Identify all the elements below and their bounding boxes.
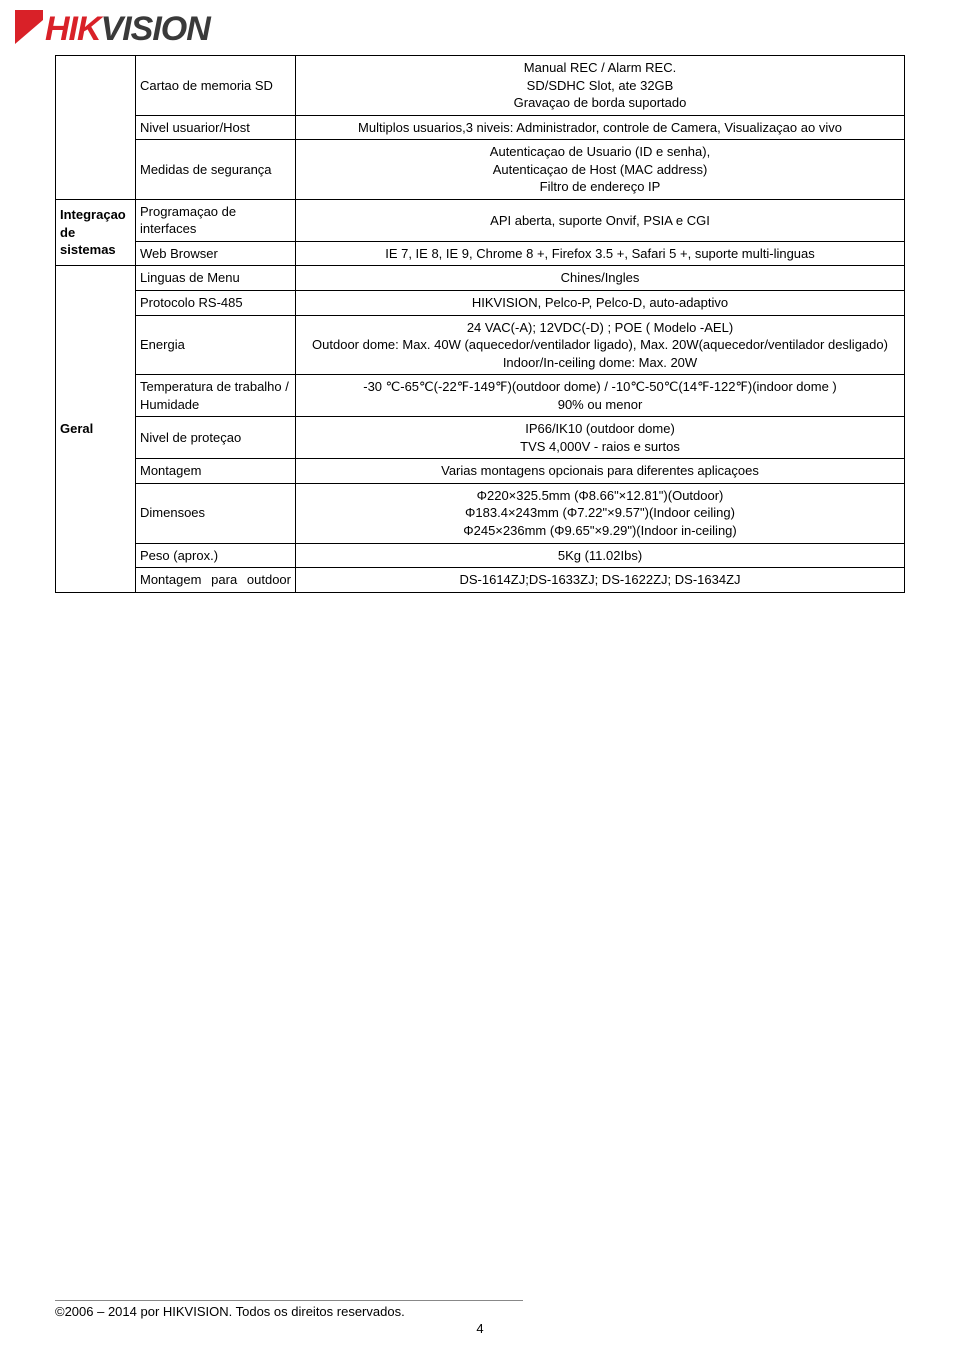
logo-vision: VISION [101,10,210,48]
spec-attribute: Montagem para outdoor [136,568,296,593]
spec-value: Autenticaçao de Usuario (ID e senha),Aut… [296,140,905,200]
spec-attribute: Nivel usuarior/Host [136,115,296,140]
spec-attribute: Energia [136,315,296,375]
spec-group-general: Geral [56,266,136,592]
spec-attribute: Medidas de segurança [136,140,296,200]
spec-value: Multiplos usuarios,3 niveis: Administrad… [296,115,905,140]
page-footer: ©2006 – 2014 por HIKVISION. Todos os dir… [55,1300,905,1336]
spec-attribute: Montagem [136,459,296,484]
spec-value: IP66/IK10 (outdoor dome)TVS 4,000V - rai… [296,417,905,459]
spec-attribute: Programaçao de interfaces [136,199,296,241]
spec-value: -30 ℃-65℃(-22℉-149℉)(outdoor dome) / -10… [296,375,905,417]
brand-logo: HIKVISION [15,10,210,49]
spec-attribute: Temperatura de trabalho / Humidade [136,375,296,417]
spec-value: HIKVISION, Pelco-P, Pelco-D, auto-adapti… [296,291,905,316]
spec-value: API aberta, suporte Onvif, PSIA e CGI [296,199,905,241]
spec-value: 24 VAC(-A); 12VDC(-D) ; POE ( Modelo -AE… [296,315,905,375]
spec-attribute: Nivel de proteçao [136,417,296,459]
logo-hik: HIK [45,10,101,48]
spec-attribute: Peso (aprox.) [136,543,296,568]
spec-value: Varias montagens opcionais para diferent… [296,459,905,484]
spec-attribute: Dimensoes [136,483,296,543]
spec-attribute: Linguas de Menu [136,266,296,291]
spec-value: Manual REC / Alarm REC.SD/SDHC Slot, ate… [296,56,905,116]
spec-value: 5Kg (11.02Ibs) [296,543,905,568]
spec-value: IE 7, IE 8, IE 9, Chrome 8 +, Firefox 3.… [296,241,905,266]
spec-group-integration: Integraçao de sistemas [56,199,136,266]
spec-value: DS-1614ZJ;DS-1633ZJ; DS-1622ZJ; DS-1634Z… [296,568,905,593]
spec-attribute: Cartao de memoria SD [136,56,296,116]
spec-value: Chines/Ingles [296,266,905,291]
page-number: 4 [55,1321,905,1336]
spec-group-blank [56,56,136,200]
spec-table: Cartao de memoria SDManual REC / Alarm R… [55,55,905,593]
spec-attribute: Web Browser [136,241,296,266]
spec-value: Φ220×325.5mm (Φ8.66"×12.81")(Outdoor)Φ18… [296,483,905,543]
copyright-text: ©2006 – 2014 por HIKVISION. Todos os dir… [55,1304,905,1319]
spec-attribute: Protocolo RS-485 [136,291,296,316]
